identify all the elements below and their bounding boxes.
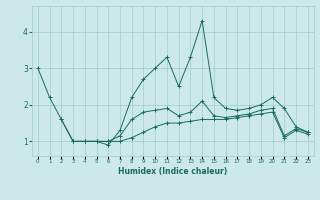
X-axis label: Humidex (Indice chaleur): Humidex (Indice chaleur) bbox=[118, 167, 228, 176]
